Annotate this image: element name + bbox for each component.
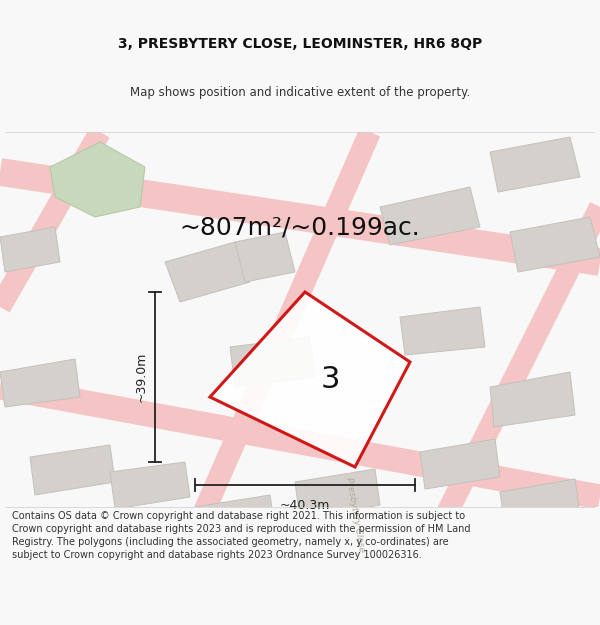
Polygon shape [30,445,115,495]
Text: Map shows position and indicative extent of the property.: Map shows position and indicative extent… [130,86,470,99]
Polygon shape [510,217,600,272]
Text: 3: 3 [320,365,340,394]
Polygon shape [165,242,250,302]
Polygon shape [400,307,485,355]
Text: Presbytery Close: Presbytery Close [344,477,366,553]
Polygon shape [0,227,60,272]
Polygon shape [295,469,380,519]
Text: Contains OS data © Crown copyright and database right 2021. This information is : Contains OS data © Crown copyright and d… [12,511,470,560]
Polygon shape [490,137,580,192]
Polygon shape [490,372,575,427]
Polygon shape [230,337,315,387]
Polygon shape [235,232,295,282]
Polygon shape [0,359,80,407]
Polygon shape [195,495,275,539]
Polygon shape [110,462,190,509]
Polygon shape [210,292,410,467]
Text: ~40.3m: ~40.3m [280,499,330,512]
Polygon shape [380,187,480,245]
Polygon shape [500,479,580,527]
Text: 3, PRESBYTERY CLOSE, LEOMINSTER, HR6 8QP: 3, PRESBYTERY CLOSE, LEOMINSTER, HR6 8QP [118,37,482,51]
Polygon shape [50,142,145,217]
Text: ~807m²/~0.199ac.: ~807m²/~0.199ac. [179,215,421,239]
Text: ~39.0m: ~39.0m [134,352,148,402]
Polygon shape [420,439,500,489]
